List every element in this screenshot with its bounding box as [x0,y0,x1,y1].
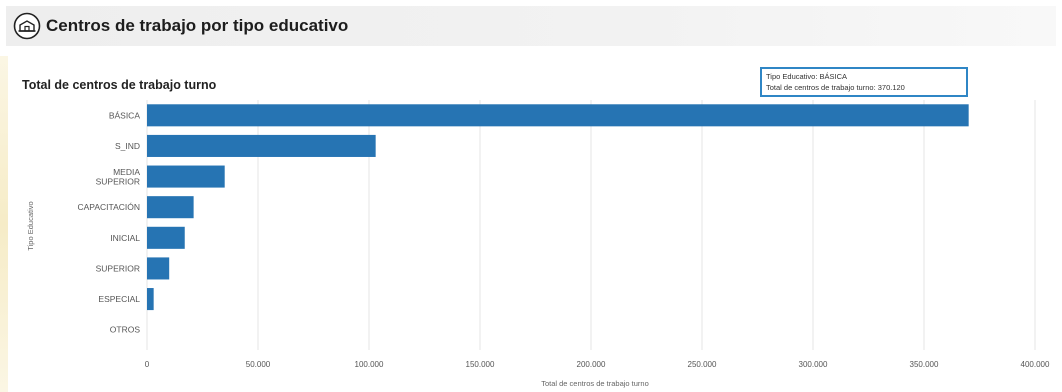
y-tick-label: ESPECIAL [98,294,140,304]
school-building-icon [12,11,42,41]
y-tick-label: MEDIA SUPERIOR [96,167,141,187]
x-tick-label: 350.000 [910,360,939,369]
bar-s_ind[interactable] [147,134,376,157]
bar-básica[interactable] [147,104,969,127]
x-tick-label: 200.000 [577,360,606,369]
section-title: Centros de trabajo por tipo educativo [46,16,349,35]
x-tick-label: 150.000 [466,360,495,369]
section-header: Centros de trabajo por tipo educativo [6,6,1056,46]
x-tick-label: 250.000 [688,360,717,369]
y-tick-label: SUPERIOR [96,263,140,273]
hover-tooltip: Tipo Educativo: BÁSICA Total de centros … [760,67,968,97]
chart-title: Total de centros de trabajo turno [22,78,217,92]
x-tick-label: 400.000 [1021,360,1050,369]
bar-inicial[interactable] [147,226,185,249]
y-tick-label: CAPACITACIÓN [78,202,141,212]
bar-especial[interactable] [147,288,154,311]
y-axis-title: Tipo Educativo [26,201,35,250]
x-tick-label: 300.000 [799,360,828,369]
tooltip-category: Tipo Educativo: BÁSICA [766,72,848,81]
x-axis-title: Total de centros de trabajo turno [541,379,649,388]
x-tick-label: 0 [145,360,150,369]
y-tick-label: OTROS [110,325,141,335]
tooltip-value: Total de centros de trabajo turno: 370.1… [766,82,905,92]
x-tick-label: 100.000 [355,360,384,369]
y-tick-label: S_IND [115,141,140,151]
bar-media-superior[interactable] [147,165,225,188]
bar-superior[interactable] [147,257,170,280]
side-decoration [0,56,8,392]
y-tick-label: INICIAL [110,233,140,243]
x-tick-label: 50.000 [246,360,271,369]
bar-capacitación[interactable] [147,196,194,219]
y-tick-label: BÁSICA [109,110,141,120]
